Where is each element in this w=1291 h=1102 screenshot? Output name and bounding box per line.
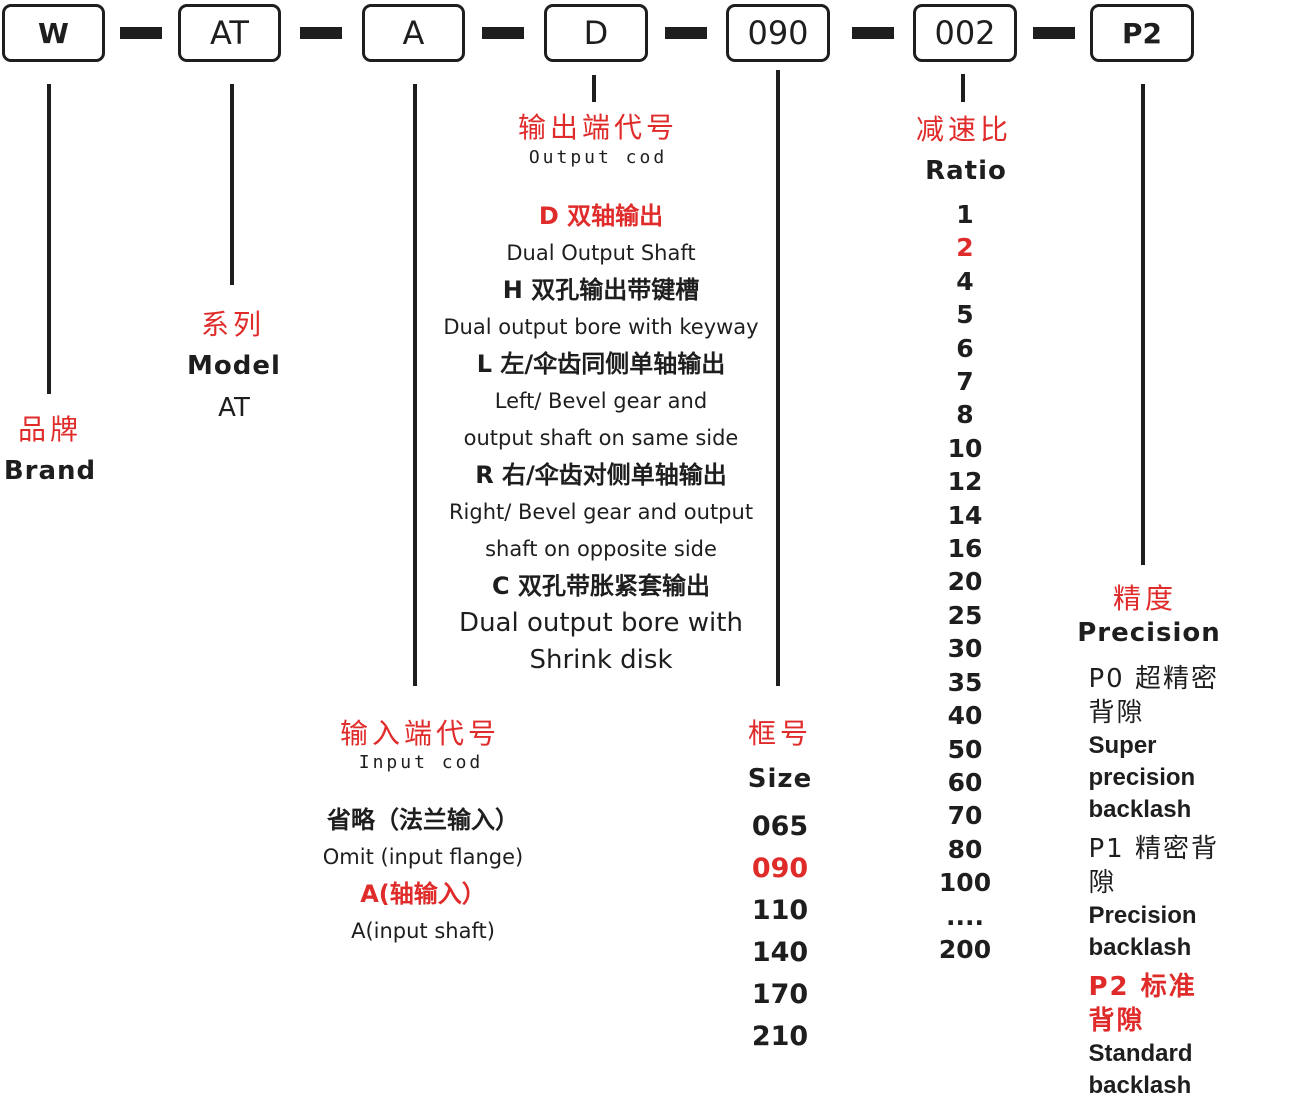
output-option-cn: D 双轴输出 xyxy=(538,202,664,230)
brand-code: W xyxy=(38,16,69,50)
output-option-en: output shaft on same side xyxy=(463,426,739,450)
ratio-value: 12 xyxy=(947,467,983,497)
size-value: 210 xyxy=(751,1021,809,1052)
brand-title-cn: 品牌 xyxy=(17,413,83,446)
model-title-cn: 系列 xyxy=(200,308,266,341)
output-option-en: Shrink disk xyxy=(529,645,673,675)
precision-title-en: Precision xyxy=(1077,618,1221,648)
ratio-value: 80 xyxy=(947,834,983,864)
series-code: AT xyxy=(210,14,249,52)
ratio-value: 6 xyxy=(956,333,974,363)
size-title-en: Size xyxy=(747,764,813,794)
precision-option-en: Precision backlash xyxy=(1088,902,1197,961)
precision-options-list: P0 超精密背隙 Super precision backlash P1 精密背隙 P… xyxy=(1089,662,1224,1102)
series-code-box: AT xyxy=(178,4,281,62)
separator-dash xyxy=(852,27,894,39)
separator-dash xyxy=(300,27,342,39)
output-option-en: Dual Output Shaft xyxy=(506,241,696,265)
size-connector-line xyxy=(776,70,780,686)
size-values-list: 065 090 110 140 170 210 xyxy=(752,806,808,1058)
ratio-value: .... xyxy=(946,901,984,931)
size-value: 140 xyxy=(751,937,809,968)
output-option-cn: R 右/伞齿对侧单轴输出 xyxy=(475,461,727,489)
size-code-box: 090 xyxy=(726,4,830,62)
size-code: 090 xyxy=(747,14,809,52)
brand-connector-line xyxy=(47,84,51,394)
ratio-code: 002 xyxy=(934,14,996,52)
input-code: A xyxy=(402,14,425,52)
input-option-en: A(input shaft) xyxy=(351,919,495,943)
model-connector-line xyxy=(230,84,234,285)
precision-option-en: Standard backlash xyxy=(1088,1040,1193,1099)
precision-code-box: P2 xyxy=(1090,4,1194,62)
output-options-list: D 双轴输出 Dual Output Shaft H 双孔输出带键槽 Dual out… xyxy=(443,198,758,679)
ratio-value: 100 xyxy=(938,868,992,898)
output-title-en: Output cod xyxy=(528,147,668,168)
ratio-value: 200 xyxy=(938,934,992,964)
output-title-cn: 输出端代号 xyxy=(517,111,679,144)
ratio-value: 16 xyxy=(947,534,983,564)
input-option-en: Omit (input flange) xyxy=(322,845,524,869)
separator-dash xyxy=(1033,27,1075,39)
ratio-value: 5 xyxy=(956,300,974,330)
output-option-cn: C 双孔带胀紧套输出 xyxy=(492,572,710,600)
brand-code-box: W xyxy=(2,4,105,62)
precision-option-cn: P1 精密背隙 xyxy=(1088,834,1219,898)
ratio-value: 50 xyxy=(947,734,983,764)
input-option-cn: 省略（法兰输入） xyxy=(327,806,519,834)
ratio-value: 25 xyxy=(947,600,983,630)
output-option-cn: H 双孔输出带键槽 xyxy=(502,276,700,304)
precision-code: P2 xyxy=(1121,16,1162,50)
brand-title-en: Brand xyxy=(3,456,97,486)
ratio-value: 2 xyxy=(956,233,974,263)
size-title-cn: 框号 xyxy=(747,717,813,750)
size-value: 110 xyxy=(751,895,809,926)
output-option-en: Left/ Bevel gear and xyxy=(494,389,708,413)
ratio-value: 40 xyxy=(947,701,983,731)
ratio-title-cn: 减速比 xyxy=(915,113,1013,146)
output-code-box: D xyxy=(544,4,648,62)
ratio-value: 8 xyxy=(956,400,974,430)
ratio-value: 20 xyxy=(947,567,983,597)
separator-dash xyxy=(120,27,162,39)
ratio-value: 35 xyxy=(947,667,983,697)
separator-dash xyxy=(482,27,524,39)
precision-option-en: Super precision backlash xyxy=(1088,732,1196,823)
input-code-box: A xyxy=(362,4,465,62)
model-title-en: Model xyxy=(187,351,281,381)
ratio-value: 60 xyxy=(947,767,983,797)
size-value: 170 xyxy=(751,979,809,1010)
output-option-en: Dual output bore with xyxy=(459,608,743,638)
input-title-cn: 输入端代号 xyxy=(339,717,501,750)
input-connector-line xyxy=(413,84,417,686)
ratio-title-en: Ratio xyxy=(925,156,1007,186)
ratio-value: 4 xyxy=(956,266,974,296)
input-option-cn: A(轴输入） xyxy=(360,880,486,908)
ratio-value: 7 xyxy=(956,367,974,397)
precision-option-cn: P0 超精密背隙 xyxy=(1088,664,1219,728)
ratio-value: 14 xyxy=(947,500,983,530)
output-option-en: Dual output bore with keyway xyxy=(443,315,759,339)
input-title-en: Input cod xyxy=(358,752,484,773)
size-value: 065 xyxy=(751,811,809,842)
output-option-en: shaft on opposite side xyxy=(485,537,717,561)
output-connector-line xyxy=(592,75,596,102)
ratio-value: 70 xyxy=(947,801,983,831)
size-value: 090 xyxy=(751,853,809,884)
ratio-code-box: 002 xyxy=(913,4,1017,62)
ratio-value: 10 xyxy=(947,433,983,463)
ratio-value: 1 xyxy=(956,200,974,229)
ratio-values-list: 1 2 4 5 6 7 8 10 12 14 16 20 25 30 35 40 50 60 70 80 100....… xyxy=(939,198,991,966)
precision-title-cn: 精度 xyxy=(1112,582,1178,615)
model-value: AT xyxy=(218,393,250,423)
precision-option-cn: P2 标准背隙 xyxy=(1088,972,1197,1036)
ratio-connector-line xyxy=(961,74,965,102)
output-option-en: Right/ Bevel gear and output xyxy=(448,500,754,524)
precision-connector-line xyxy=(1141,84,1145,565)
output-option-cn: L 左/伞齿同侧单轴输出 xyxy=(476,350,726,378)
input-options-list: 省略（法兰输入） Omit (input flange) A(轴输入） A(input… xyxy=(323,802,523,950)
ratio-value: 30 xyxy=(947,634,983,664)
output-code: D xyxy=(583,14,609,52)
separator-dash xyxy=(665,27,707,39)
